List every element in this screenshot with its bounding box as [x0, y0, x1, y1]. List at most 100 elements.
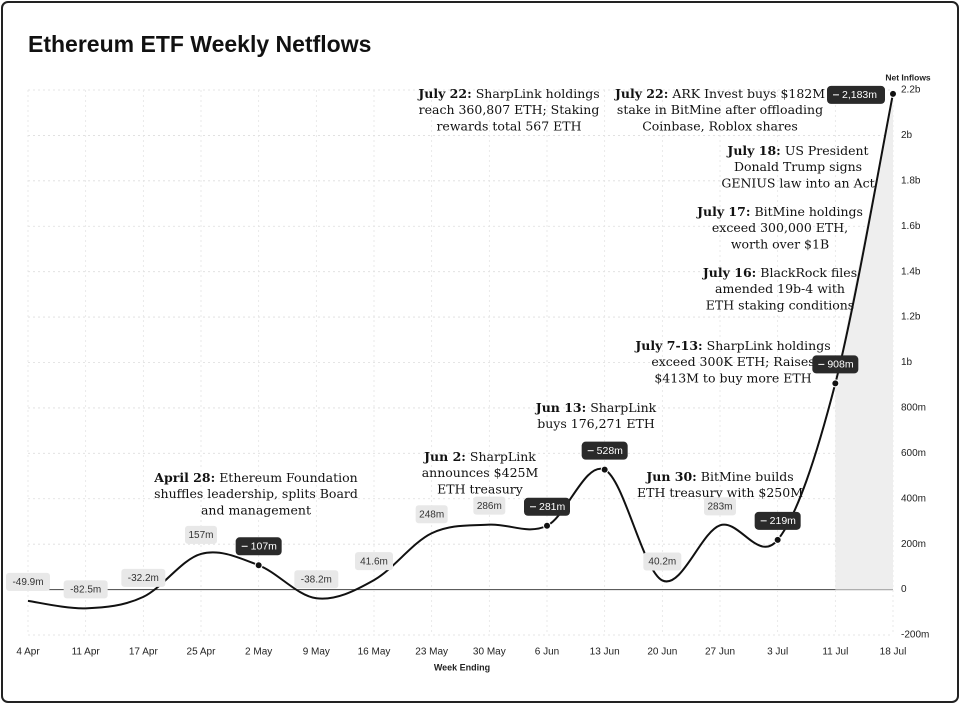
- annotation-title: April 28:: [153, 470, 215, 485]
- annotation-text: $413M to buy more ETH: [654, 371, 811, 386]
- annotation-text: announces $425M: [422, 465, 539, 480]
- annotation-text: ETH staking conditions: [706, 298, 854, 313]
- x-axis-label: Week Ending: [434, 662, 490, 672]
- value-label-box-dark: [812, 355, 859, 374]
- y-tick-label: 200m: [901, 539, 926, 550]
- value-label: -82.5m: [70, 584, 101, 595]
- value-label: 908m: [827, 359, 854, 371]
- x-tick-label: 25 Apr: [187, 647, 217, 658]
- annotation-text: BlackRock files: [760, 265, 857, 280]
- value-label: -32.2m: [128, 573, 159, 584]
- value-label-box-dark: [524, 497, 570, 516]
- annotation-text: worth over $1B: [731, 237, 829, 252]
- x-tick-label: 20 Jun: [647, 647, 677, 658]
- value-label-box: [415, 505, 448, 524]
- x-tick-label: 30 May: [473, 647, 506, 658]
- value-label: 107m: [251, 541, 278, 553]
- chart-title: Ethereum ETF Weekly Netflows: [28, 31, 371, 57]
- y-tick-label: 600m: [901, 448, 926, 459]
- value-label: -38.2m: [301, 574, 332, 585]
- value-label-box-dark: [235, 537, 282, 556]
- annotation-text: SharpLink: [590, 400, 656, 415]
- x-tick-label: 11 Apr: [72, 647, 101, 658]
- annotation-title: Jun 13:: [535, 400, 586, 415]
- y-tick-label: -200m: [901, 630, 929, 641]
- y-axis-label: Net Inflows: [885, 72, 931, 82]
- value-label: 528m: [597, 445, 624, 457]
- annotation-text: exceed 300,000 ETH,: [712, 220, 848, 235]
- value-label-box: [185, 525, 217, 544]
- value-label-box: [355, 552, 393, 571]
- point: [889, 89, 897, 98]
- y-tick-label: 1.2b: [901, 312, 921, 323]
- x-tick-label: 2 May: [245, 647, 272, 658]
- annotation-text: reach 360,807 ETH; Staking: [419, 102, 600, 117]
- annotation-text: and management: [201, 503, 311, 518]
- annotation: Jun 13: SharpLink: [535, 400, 657, 415]
- annotation: July 22: SharpLink holdings: [417, 86, 599, 101]
- annotation-title: July 22:: [417, 86, 471, 101]
- annotation-text: SharpLink holdings: [476, 86, 600, 101]
- value-label: 248m: [419, 509, 444, 520]
- annotation-text: US President: [785, 143, 869, 158]
- annotation-title: July 18:: [726, 143, 780, 158]
- y-tick-label: 2b: [901, 130, 913, 141]
- point: [254, 561, 263, 570]
- value-label-box-dark: [581, 441, 628, 460]
- annotation: July 17: BitMine holdings: [696, 204, 863, 219]
- value-label-box: [63, 580, 108, 599]
- annotation-title: July 17:: [696, 204, 750, 219]
- value-label: 286m: [477, 501, 502, 512]
- value-label-box: [704, 497, 736, 516]
- x-tick-label: 4 Apr: [16, 647, 40, 658]
- point: [773, 535, 782, 544]
- x-tick-label: 11 Jul: [822, 647, 848, 658]
- annotation-title: July 7-13:: [634, 338, 702, 353]
- annotation-text: GENIUS law into an Act: [721, 176, 874, 191]
- point: [831, 379, 840, 388]
- x-tick-label: 18 Jul: [880, 647, 907, 658]
- value-label: 157m: [188, 530, 213, 541]
- y-tick-label: 2.2b: [901, 85, 921, 96]
- annotation: April 28: Ethereum Foundation: [153, 470, 357, 485]
- value-label-box-dark: [754, 511, 801, 530]
- value-label: 40.2m: [648, 557, 676, 568]
- annotation-text: Donald Trump signs: [734, 159, 862, 174]
- y-tick-label: 1.4b: [901, 266, 921, 277]
- value-label-box-dark: [827, 85, 885, 104]
- annotation-title: July 22:: [614, 86, 668, 101]
- annotation: July 7-13: SharpLink holdings: [634, 338, 830, 353]
- annotation: July 22: ARK Invest buys $182M: [614, 86, 825, 101]
- x-tick-label: 9 May: [303, 647, 330, 658]
- annotation-text: SharpLink holdings: [707, 338, 831, 353]
- x-tick-label: 27 Jun: [705, 647, 735, 658]
- annotation: July 16: BlackRock files: [702, 265, 857, 280]
- annotation-text: stake in BitMine after offloading: [617, 102, 823, 117]
- value-label-box: [6, 572, 50, 591]
- annotation-text: BitMine builds: [701, 469, 794, 484]
- annotation-text: amended 19b-4 with: [715, 281, 845, 296]
- annotation-text: shuffles leadership, splits Board: [154, 486, 358, 501]
- y-tick-label: 1.6b: [901, 221, 921, 232]
- annotation-text: Coinbase, Roblox shares: [642, 119, 798, 134]
- x-tick-label: 13 Jun: [590, 647, 620, 658]
- annotation-text: ARK Invest buys $182M: [671, 86, 825, 101]
- annotation-text: BitMine holdings: [754, 204, 862, 219]
- value-label-box: [294, 570, 339, 589]
- annotation-title: Jun 30:: [645, 469, 696, 484]
- shade: [835, 93, 893, 590]
- point: [543, 521, 551, 530]
- annotation: July 18: US President: [726, 143, 868, 158]
- annotation-title: Jun 2:: [423, 449, 466, 464]
- annotation-text: buys 176,271 ETH: [537, 416, 655, 431]
- point: [600, 465, 609, 474]
- y-tick-label: 800m: [901, 403, 926, 414]
- value-label: -49.9m: [12, 577, 43, 588]
- value-label: 2,183m: [842, 89, 877, 101]
- value-label-box: [473, 496, 506, 515]
- y-tick-label: 0: [901, 584, 907, 595]
- x-tick-label: 16 May: [358, 647, 391, 658]
- value-label: 281m: [539, 501, 566, 513]
